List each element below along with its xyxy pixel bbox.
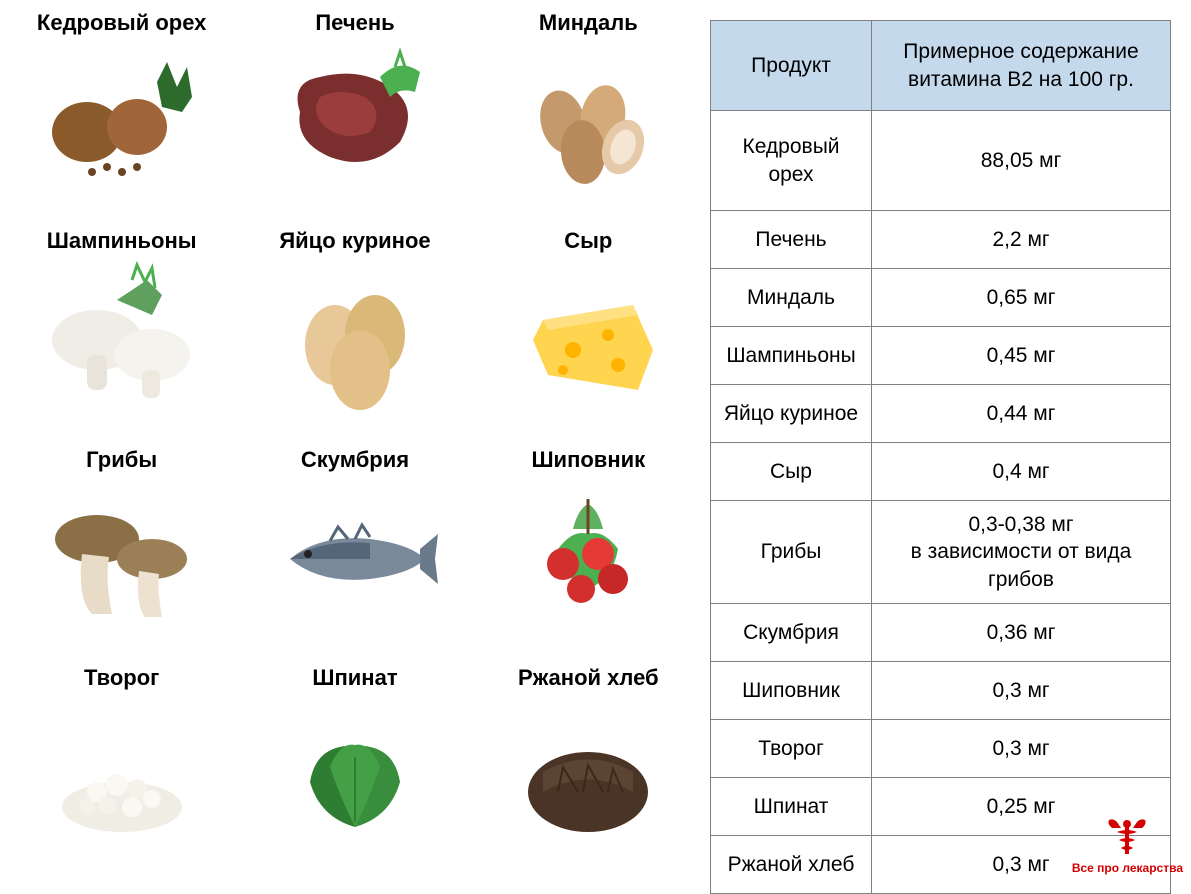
- food-cell-liver: Печень: [243, 10, 466, 218]
- table-row: Миндаль0,65 мг: [711, 269, 1171, 327]
- food-label: Ржаной хлеб: [518, 665, 659, 691]
- food-cell-champignon: Шампиньоны: [10, 228, 233, 436]
- table-row: Скумбрия0,36 мг: [711, 603, 1171, 661]
- food-cell-almond: Миндаль: [477, 10, 700, 218]
- food-cell-pine-nut: Кедровый орех: [10, 10, 233, 218]
- mushroom-icon: [37, 479, 207, 629]
- food-cell-cottage-cheese: Творог: [10, 665, 233, 873]
- food-cell-mushroom: Грибы: [10, 447, 233, 655]
- table-row: Печень2,2 мг: [711, 211, 1171, 269]
- cell-product: Сыр: [711, 443, 872, 501]
- cell-value: 0,44 мг: [872, 385, 1171, 443]
- food-label: Шампиньоны: [47, 228, 197, 254]
- cell-value: 0,4 мг: [872, 443, 1171, 501]
- cottage-cheese-icon: [37, 697, 207, 847]
- spinach-icon: [270, 697, 440, 847]
- food-label: Шпинат: [312, 665, 397, 691]
- pine-nut-icon: [37, 42, 207, 192]
- cell-value: 0,3 мг: [872, 719, 1171, 777]
- nutrition-table: Продукт Примерное содержание витамина В2…: [710, 20, 1171, 894]
- cell-product: Шпинат: [711, 777, 872, 835]
- food-label: Творог: [84, 665, 159, 691]
- food-cell-rye-bread: Ржаной хлеб: [477, 665, 700, 873]
- food-cell-spinach: Шпинат: [243, 665, 466, 873]
- cell-product: Шампиньоны: [711, 327, 872, 385]
- cell-value: 88,05 мг: [872, 111, 1171, 211]
- cell-product: Скумбрия: [711, 603, 872, 661]
- table-row: Грибы0,3-0,38 мг в зависимости от вида г…: [711, 501, 1171, 604]
- almond-icon: [503, 42, 673, 192]
- food-grid: Кедровый орех Печень Миндаль Шампиньоны Яйцо…: [0, 0, 700, 883]
- table-header-product: Продукт: [711, 21, 872, 111]
- table-header-value: Примерное содержание витамина В2 на 100 …: [872, 21, 1171, 111]
- food-cell-mackerel: Скумбрия: [243, 447, 466, 655]
- food-label: Кедровый орех: [37, 10, 207, 36]
- food-cell-egg: Яйцо куриное: [243, 228, 466, 436]
- cell-product: Яйцо куриное: [711, 385, 872, 443]
- table-row: Шиповник0,3 мг: [711, 661, 1171, 719]
- cell-product: Миндаль: [711, 269, 872, 327]
- food-label: Шиповник: [531, 447, 645, 473]
- food-label: Грибы: [86, 447, 157, 473]
- caduceus-icon: [1097, 816, 1157, 861]
- table-row: Сыр0,4 мг: [711, 443, 1171, 501]
- cell-product: Кедровый орех: [711, 111, 872, 211]
- cell-value: 0,36 мг: [872, 603, 1171, 661]
- cheese-icon: [503, 260, 673, 410]
- cell-value: 0,3-0,38 мг в зависимости от вида грибов: [872, 501, 1171, 604]
- food-label: Скумбрия: [301, 447, 409, 473]
- champignon-icon: [37, 260, 207, 410]
- nutrition-table-container: Продукт Примерное содержание витамина В2…: [700, 0, 1191, 883]
- cell-product: Ржаной хлеб: [711, 835, 872, 893]
- watermark: Все про лекарства: [1072, 816, 1183, 875]
- food-label: Яйцо куриное: [279, 228, 430, 254]
- cell-product: Шиповник: [711, 661, 872, 719]
- food-label: Печень: [315, 10, 394, 36]
- cell-product: Печень: [711, 211, 872, 269]
- table-row: Творог0,3 мг: [711, 719, 1171, 777]
- rosehip-icon: [503, 479, 673, 629]
- table-row: Кедровый орех88,05 мг: [711, 111, 1171, 211]
- food-label: Сыр: [564, 228, 612, 254]
- egg-icon: [270, 260, 440, 410]
- food-label: Миндаль: [539, 10, 638, 36]
- table-row: Шампиньоны0,45 мг: [711, 327, 1171, 385]
- rye-bread-icon: [503, 697, 673, 847]
- food-cell-rosehip: Шиповник: [477, 447, 700, 655]
- liver-icon: [270, 42, 440, 192]
- cell-value: 2,2 мг: [872, 211, 1171, 269]
- table-row: Яйцо куриное0,44 мг: [711, 385, 1171, 443]
- watermark-text: Все про лекарства: [1072, 861, 1183, 875]
- cell-value: 0,3 мг: [872, 661, 1171, 719]
- cell-value: 0,45 мг: [872, 327, 1171, 385]
- food-cell-cheese: Сыр: [477, 228, 700, 436]
- mackerel-icon: [270, 479, 440, 629]
- cell-product: Грибы: [711, 501, 872, 604]
- table-body: Кедровый орех88,05 мгПечень2,2 мгМиндаль…: [711, 111, 1171, 894]
- cell-product: Творог: [711, 719, 872, 777]
- cell-value: 0,65 мг: [872, 269, 1171, 327]
